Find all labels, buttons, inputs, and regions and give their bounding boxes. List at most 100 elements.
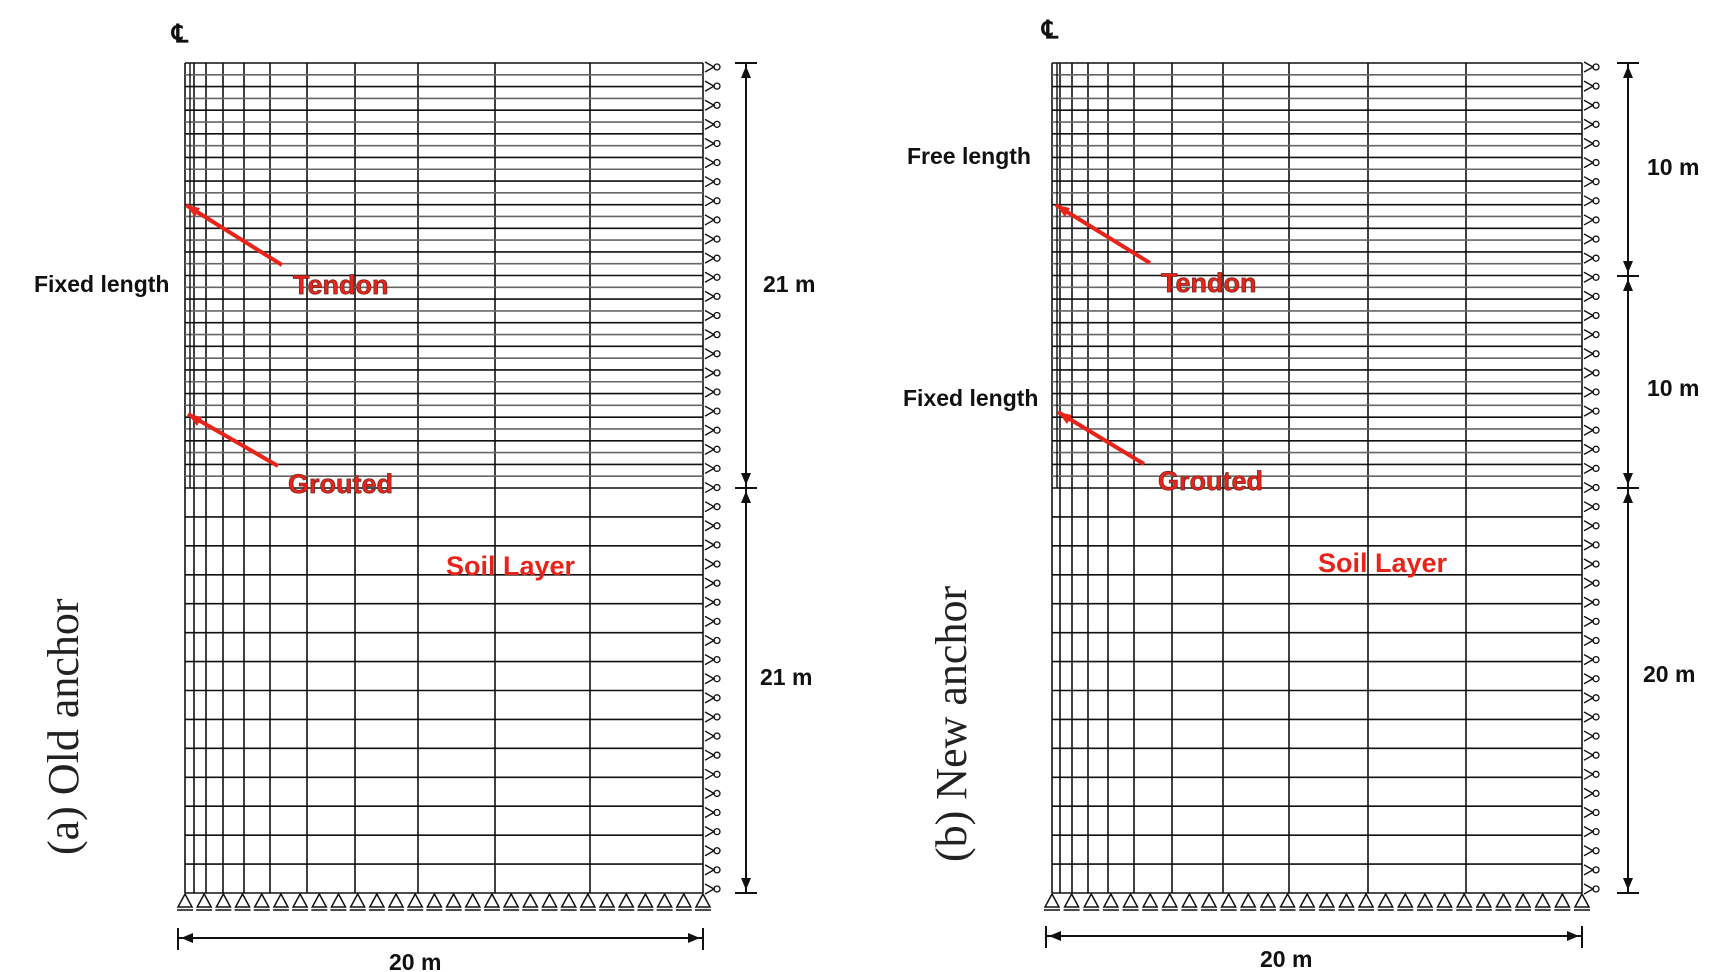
roller-support-icon xyxy=(704,329,716,341)
roller-support-icon xyxy=(704,692,716,704)
pin-support-icon xyxy=(1102,892,1120,908)
roller-wheel-icon xyxy=(1592,770,1600,778)
grouted-arrowhead-old xyxy=(188,414,202,426)
pin-support-icon xyxy=(464,892,482,908)
roller-support-icon xyxy=(1583,156,1595,169)
roller-wheel-icon xyxy=(713,120,721,128)
roller-support-icon xyxy=(704,711,716,723)
tendon-label-old: Tendon xyxy=(293,270,388,300)
roller-support-icon xyxy=(1583,653,1595,666)
pin-support-icon xyxy=(541,892,558,908)
roller-wheel-icon xyxy=(1592,350,1600,358)
roller-wheel-icon xyxy=(1592,139,1600,148)
pin-support-icon xyxy=(272,892,290,908)
roller-wheel-icon xyxy=(1592,464,1600,473)
roller-support-icon xyxy=(704,176,716,188)
roller-wheel-icon xyxy=(1592,178,1600,186)
roller-wheel-icon xyxy=(1592,751,1600,759)
pin-support-icon xyxy=(1416,892,1434,908)
pin-support-icon xyxy=(330,892,347,908)
roller-support-icon xyxy=(704,309,716,322)
roller-support-icon xyxy=(704,271,716,283)
pin-support-icon xyxy=(1259,892,1277,908)
roller-support-icon xyxy=(1583,61,1595,73)
roller-wheel-icon xyxy=(1592,598,1600,606)
roller-wheel-icon xyxy=(1592,789,1600,798)
roller-support-icon xyxy=(704,845,716,857)
pin-support-icon xyxy=(1377,892,1394,908)
roller-support-icon xyxy=(704,405,716,417)
roller-support-icon xyxy=(1583,443,1595,455)
roller-support-icon xyxy=(704,806,716,819)
roller-support-icon xyxy=(1583,673,1595,685)
roller-support-icon xyxy=(1583,214,1595,226)
roller-support-icon xyxy=(1583,80,1595,92)
roller-wheel-icon xyxy=(713,503,721,511)
roller-support-icon xyxy=(704,768,716,780)
pin-support-icon xyxy=(675,892,693,908)
roller-support-icon xyxy=(704,577,716,589)
roller-wheel-icon xyxy=(713,560,721,568)
right-roller-supports-old xyxy=(704,61,721,895)
roller-wheel-icon xyxy=(713,789,721,798)
pin-support-icon xyxy=(387,892,405,908)
roller-wheel-icon xyxy=(1592,866,1600,874)
roller-support-icon xyxy=(1583,329,1595,341)
roller-wheel-icon xyxy=(713,464,721,473)
roller-support-icon xyxy=(704,730,716,742)
roller-support-icon xyxy=(1583,596,1595,608)
roller-wheel-icon xyxy=(713,579,721,587)
pin-support-icon xyxy=(637,892,654,908)
roller-wheel-icon xyxy=(1592,579,1600,587)
roller-wheel-icon xyxy=(1592,407,1600,415)
tendon-arrowhead-new xyxy=(1056,205,1070,217)
pin-support-icon xyxy=(195,892,213,908)
roller-support-icon xyxy=(704,883,716,895)
roller-wheel-icon xyxy=(1592,388,1600,396)
pin-support-icon xyxy=(1495,892,1512,908)
pin-support-icon xyxy=(1141,892,1159,908)
tendon-arrowhead-old xyxy=(186,205,200,217)
soil-layer-label-old: Soil Layer xyxy=(446,551,576,581)
roller-support-icon xyxy=(704,520,716,532)
roller-wheel-icon xyxy=(713,178,721,186)
roller-support-icon xyxy=(704,596,716,608)
roller-support-icon xyxy=(1583,462,1595,475)
pin-support-icon xyxy=(1455,892,1473,908)
pin-support-icon xyxy=(656,892,673,908)
bottom-pin-supports-old xyxy=(176,892,712,911)
grouted-label-new: Grouted xyxy=(1158,466,1263,496)
roller-wheel-icon xyxy=(713,426,721,434)
roller-wheel-icon xyxy=(1592,254,1600,262)
roller-support-icon xyxy=(704,195,716,207)
pin-support-icon xyxy=(1318,892,1336,908)
roller-wheel-icon xyxy=(713,770,721,778)
roller-wheel-icon xyxy=(713,101,721,109)
pin-support-icon xyxy=(215,892,232,908)
roller-support-icon xyxy=(1583,176,1595,188)
roller-wheel-icon xyxy=(713,866,721,874)
roller-support-icon xyxy=(1583,405,1595,417)
roller-wheel-icon xyxy=(1592,636,1600,645)
roller-wheel-icon xyxy=(713,197,721,205)
pin-support-icon xyxy=(1475,892,1493,908)
roller-support-icon xyxy=(1583,137,1595,150)
pin-support-icon xyxy=(694,892,712,908)
pin-support-icon xyxy=(368,892,386,908)
pin-support-icon xyxy=(1436,892,1453,908)
roller-wheel-icon xyxy=(1592,369,1600,377)
roller-wheel-icon xyxy=(713,675,721,683)
roller-support-icon xyxy=(704,348,716,360)
grouted-label-old: Grouted xyxy=(288,469,393,499)
pin-support-icon xyxy=(234,892,251,908)
roller-support-icon xyxy=(704,233,716,245)
roller-wheel-icon xyxy=(1592,216,1600,224)
roller-support-icon xyxy=(1583,711,1595,723)
roller-wheel-icon xyxy=(1592,808,1600,817)
dim-label-lower-old: 21 m xyxy=(760,664,812,690)
roller-wheel-icon xyxy=(713,388,721,396)
dim-label-top-new: 10 m xyxy=(1647,154,1699,180)
roller-wheel-icon xyxy=(713,732,721,740)
centerline-symbol-old: ℄ xyxy=(171,20,189,48)
roller-wheel-icon xyxy=(1592,158,1600,167)
